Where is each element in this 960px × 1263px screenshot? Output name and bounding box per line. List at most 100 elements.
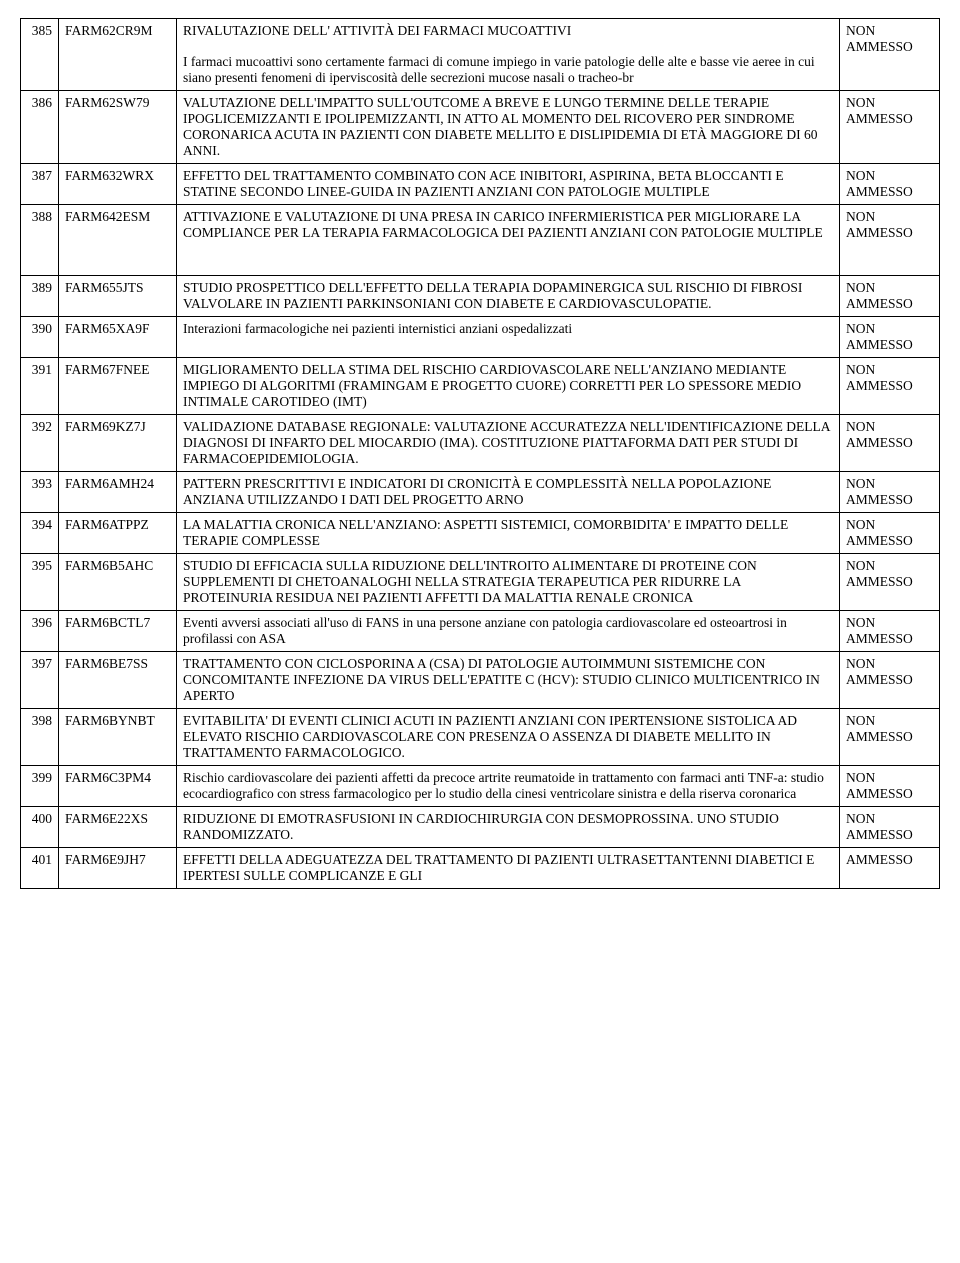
description-main: Eventi avversi associati all'uso di FANS… [183,615,833,647]
cell-code: FARM6BE7SS [59,651,177,708]
description-pad [183,241,833,256]
table-row: 388FARM642ESMATTIVAZIONE E VALUTAZIONE D… [21,204,940,275]
cell-description: EFFETTO DEL TRATTAMENTO COMBINATO CON AC… [177,163,840,204]
cell-status: AMMESSO [840,847,940,888]
description-main: VALUTAZIONE DELL'IMPATTO SULL'OUTCOME A … [183,95,833,159]
cell-status: NON AMMESSO [840,471,940,512]
cell-description: Eventi avversi associati all'uso di FANS… [177,610,840,651]
table-row: 397FARM6BE7SSTRATTAMENTO CON CICLOSPORIN… [21,651,940,708]
description-main: STUDIO PROSPETTICO DELL'EFFETTO DELLA TE… [183,280,833,312]
cell-status: NON AMMESSO [840,163,940,204]
cell-description: EVITABILITA' DI EVENTI CLINICI ACUTI IN … [177,708,840,765]
cell-code: FARM6C3PM4 [59,765,177,806]
cell-code: FARM62CR9M [59,19,177,91]
cell-code: FARM655JTS [59,275,177,316]
table-row: 399FARM6C3PM4Rischio cardiovascolare dei… [21,765,940,806]
table-row: 392FARM69KZ7JVALIDAZIONE DATABASE REGION… [21,414,940,471]
table-row: 398FARM6BYNBTEVITABILITA' DI EVENTI CLIN… [21,708,940,765]
table-row: 400FARM6E22XSRIDUZIONE DI EMOTRASFUSIONI… [21,806,940,847]
cell-code: FARM6BYNBT [59,708,177,765]
cell-status: NON AMMESSO [840,19,940,91]
table-row: 390FARM65XA9FInterazioni farmacologiche … [21,316,940,357]
table-row: 386FARM62SW79VALUTAZIONE DELL'IMPATTO SU… [21,90,940,163]
cell-description: RIDUZIONE DI EMOTRASFUSIONI IN CARDIOCHI… [177,806,840,847]
cell-num: 394 [21,512,59,553]
description-gap [183,39,833,54]
cell-num: 392 [21,414,59,471]
cell-code: FARM6BCTL7 [59,610,177,651]
cell-code: FARM6E9JH7 [59,847,177,888]
cell-code: FARM6AMH24 [59,471,177,512]
cell-status: NON AMMESSO [840,316,940,357]
description-main: EFFETTI DELLA ADEGUATEZZA DEL TRATTAMENT… [183,852,833,884]
cell-status: NON AMMESSO [840,553,940,610]
cell-code: FARM6E22XS [59,806,177,847]
description-main: Rischio cardiovascolare dei pazienti aff… [183,770,833,802]
description-main: MIGLIORAMENTO DELLA STIMA DEL RISCHIO CA… [183,362,833,410]
cell-num: 391 [21,357,59,414]
cell-description: VALIDAZIONE DATABASE REGIONALE: VALUTAZI… [177,414,840,471]
cell-status: NON AMMESSO [840,708,940,765]
cell-num: 398 [21,708,59,765]
cell-num: 395 [21,553,59,610]
cell-status: NON AMMESSO [840,90,940,163]
cell-num: 389 [21,275,59,316]
description-main: RIVALUTAZIONE DELL' ATTIVITÀ DEI FARMACI… [183,23,833,39]
description-main: Interazioni farmacologiche nei pazienti … [183,321,833,337]
cell-code: FARM6B5AHC [59,553,177,610]
cell-num: 388 [21,204,59,275]
cell-status: NON AMMESSO [840,204,940,275]
table-row: 387FARM632WRXEFFETTO DEL TRATTAMENTO COM… [21,163,940,204]
cell-description: Interazioni farmacologiche nei pazienti … [177,316,840,357]
description-main: LA MALATTIA CRONICA NELL'ANZIANO: ASPETT… [183,517,833,549]
description-extra: I farmaci mucoattivi sono certamente far… [183,54,833,86]
cell-num: 399 [21,765,59,806]
cell-code: FARM642ESM [59,204,177,275]
description-main: EFFETTO DEL TRATTAMENTO COMBINATO CON AC… [183,168,833,200]
cell-description: ATTIVAZIONE E VALUTAZIONE DI UNA PRESA I… [177,204,840,275]
cell-status: NON AMMESSO [840,512,940,553]
description-main: ATTIVAZIONE E VALUTAZIONE DI UNA PRESA I… [183,209,833,241]
cell-status: NON AMMESSO [840,357,940,414]
cell-code: FARM6ATPPZ [59,512,177,553]
cell-status: NON AMMESSO [840,806,940,847]
description-main: RIDUZIONE DI EMOTRASFUSIONI IN CARDIOCHI… [183,811,833,843]
cell-description: PATTERN PRESCRITTIVI E INDICATORI DI CRO… [177,471,840,512]
cell-status: NON AMMESSO [840,610,940,651]
cell-num: 387 [21,163,59,204]
cell-num: 393 [21,471,59,512]
table-row: 391FARM67FNEEMIGLIORAMENTO DELLA STIMA D… [21,357,940,414]
cell-num: 401 [21,847,59,888]
cell-num: 386 [21,90,59,163]
cell-num: 397 [21,651,59,708]
cell-description: TRATTAMENTO CON CICLOSPORINA A (CSA) DI … [177,651,840,708]
table-row: 393FARM6AMH24PATTERN PRESCRITTIVI E INDI… [21,471,940,512]
table-row: 401FARM6E9JH7EFFETTI DELLA ADEGUATEZZA D… [21,847,940,888]
cell-description: RIVALUTAZIONE DELL' ATTIVITÀ DEI FARMACI… [177,19,840,91]
description-main: PATTERN PRESCRITTIVI E INDICATORI DI CRO… [183,476,833,508]
cell-code: FARM67FNEE [59,357,177,414]
cell-num: 390 [21,316,59,357]
cell-description: LA MALATTIA CRONICA NELL'ANZIANO: ASPETT… [177,512,840,553]
cell-status: NON AMMESSO [840,651,940,708]
cell-status: NON AMMESSO [840,765,940,806]
description-main: VALIDAZIONE DATABASE REGIONALE: VALUTAZI… [183,419,833,467]
description-main: TRATTAMENTO CON CICLOSPORINA A (CSA) DI … [183,656,833,704]
description-main: STUDIO DI EFFICACIA SULLA RIDUZIONE DELL… [183,558,833,606]
cell-code: FARM69KZ7J [59,414,177,471]
cell-code: FARM62SW79 [59,90,177,163]
cell-description: STUDIO PROSPETTICO DELL'EFFETTO DELLA TE… [177,275,840,316]
table-row: 394FARM6ATPPZLA MALATTIA CRONICA NELL'AN… [21,512,940,553]
data-table: 385FARM62CR9MRIVALUTAZIONE DELL' ATTIVIT… [20,18,940,889]
table-row: 396FARM6BCTL7Eventi avversi associati al… [21,610,940,651]
cell-num: 396 [21,610,59,651]
cell-description: EFFETTI DELLA ADEGUATEZZA DEL TRATTAMENT… [177,847,840,888]
description-pad [183,256,833,271]
cell-description: MIGLIORAMENTO DELLA STIMA DEL RISCHIO CA… [177,357,840,414]
cell-description: STUDIO DI EFFICACIA SULLA RIDUZIONE DELL… [177,553,840,610]
table-row: 385FARM62CR9MRIVALUTAZIONE DELL' ATTIVIT… [21,19,940,91]
cell-status: NON AMMESSO [840,414,940,471]
cell-description: VALUTAZIONE DELL'IMPATTO SULL'OUTCOME A … [177,90,840,163]
table-row: 395FARM6B5AHCSTUDIO DI EFFICACIA SULLA R… [21,553,940,610]
cell-status: NON AMMESSO [840,275,940,316]
